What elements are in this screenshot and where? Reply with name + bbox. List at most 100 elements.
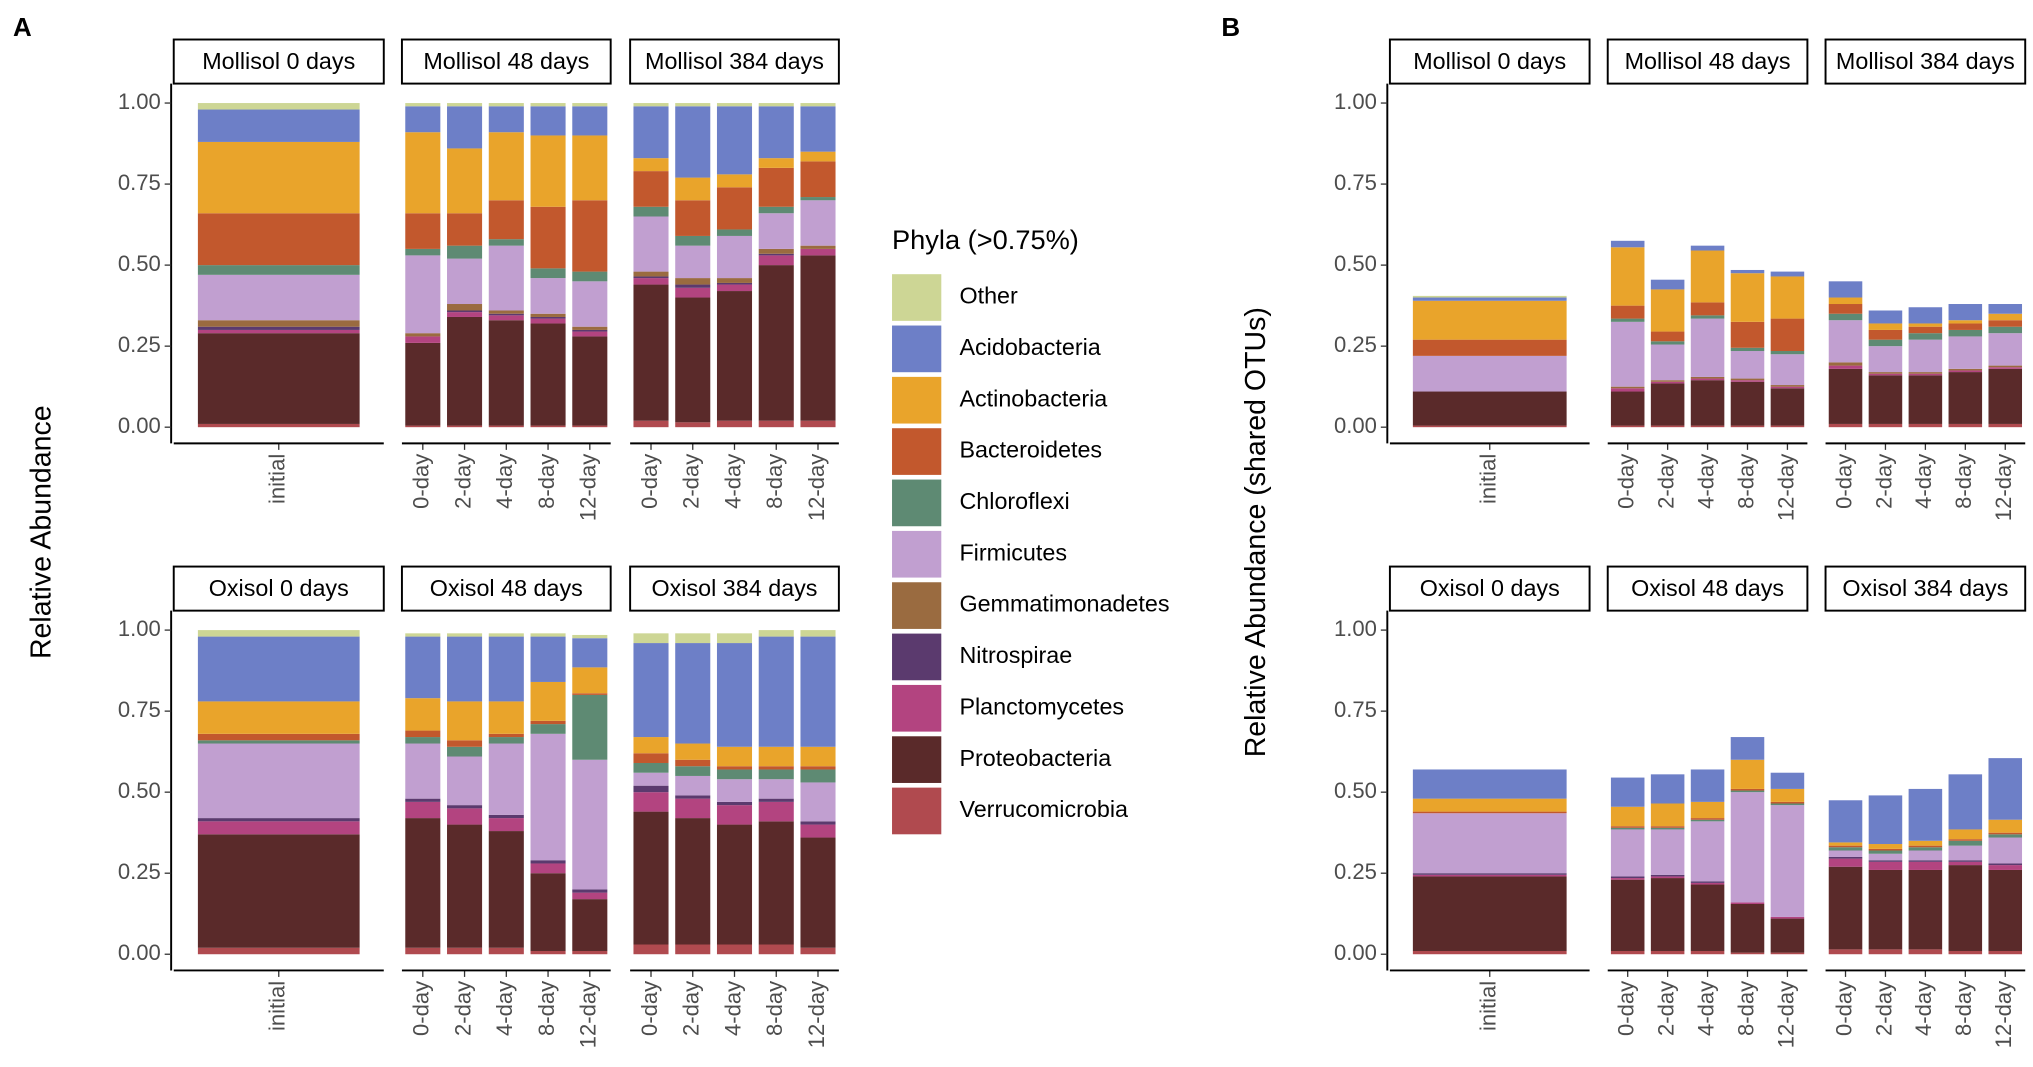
bar-segment (1908, 375, 1943, 424)
bar-segment (1908, 869, 1943, 950)
bar-segment (405, 336, 441, 343)
facet-strip (1824, 38, 2027, 85)
bar-segment (675, 245, 711, 279)
bar-segment (800, 151, 836, 162)
bar-segment (1908, 845, 1943, 848)
facet-title: Oxisol 384 days (1842, 575, 2008, 601)
bar-segment (572, 336, 608, 426)
bar-segment (1868, 375, 1903, 424)
bar-segment (1610, 826, 1645, 828)
bar-segment (1908, 326, 1943, 334)
bar-segment (1770, 772, 1805, 789)
bar-segment (1868, 795, 1903, 845)
bar-segment (633, 633, 669, 644)
bar-segment (716, 282, 753, 285)
bar-segment (1412, 339, 1567, 356)
x-tick-label: 12-day (1991, 981, 2016, 1048)
bar-segment (405, 801, 441, 819)
bar-segment (1730, 788, 1765, 791)
bar-segment (675, 106, 711, 178)
bar-segment (1412, 873, 1567, 875)
bar-segment (758, 265, 794, 421)
bar-segment (405, 947, 441, 955)
bar-segment (1770, 318, 1805, 352)
bar-segment (1868, 844, 1903, 849)
bar-segment (530, 135, 566, 207)
bar-segment (1610, 240, 1645, 248)
facet-title: Oxisol 48 days (1631, 575, 1784, 601)
bar-segment (675, 795, 711, 799)
bar-segment (1828, 842, 1863, 846)
legend-key (892, 787, 942, 835)
x-tick-label: 4-day (1693, 981, 1718, 1036)
bar-segment (1988, 313, 2023, 321)
legend-key (892, 376, 942, 424)
facet-strip (629, 38, 840, 85)
bar-segment (1730, 737, 1765, 760)
x-tick-label: 12-day (804, 454, 829, 521)
bar-segment (1948, 372, 1983, 424)
bar-segment (1730, 903, 1765, 953)
x-tick-label: 8-day (762, 454, 787, 509)
bar-segment (1650, 874, 1685, 877)
bar-segment (800, 824, 836, 838)
bar-segment (1908, 372, 1943, 374)
bar-segment (1650, 331, 1685, 342)
x-tick-label: 4-day (720, 981, 745, 1036)
bar-segment (488, 313, 524, 316)
bar-segment (1730, 902, 1765, 904)
bar-segment (1868, 949, 1903, 955)
bar-segment (758, 420, 794, 428)
bar-segment (1868, 373, 1903, 376)
y-tick-label: 1.00 (118, 616, 161, 641)
bar-segment (633, 420, 669, 428)
bar-segment (1650, 289, 1685, 332)
bar-segment (197, 103, 360, 110)
bar-segment (1908, 333, 1943, 340)
bar-segment (447, 245, 483, 259)
bar-segment (488, 743, 524, 815)
x-tick-label: 4-day (1693, 454, 1718, 509)
facet-strip (1388, 565, 1591, 612)
bar-segment (405, 798, 441, 802)
x-tick-label: 0-day (1614, 981, 1639, 1036)
bar-segment (572, 329, 608, 332)
bar-segment (197, 701, 360, 734)
bar-segment (405, 333, 441, 337)
bar-segment (1828, 866, 1863, 950)
bar-segment (572, 899, 608, 951)
bar-segment (405, 248, 441, 256)
bar-segment (1948, 845, 1983, 861)
bar-segment (716, 643, 753, 747)
y-tick-label: 0.50 (118, 778, 161, 803)
bar-segment (447, 633, 483, 637)
bar-segment (488, 701, 524, 734)
bar-segment (675, 818, 711, 945)
bar-segment (488, 425, 524, 428)
x-tick-label: 2-day (1653, 454, 1678, 509)
bar-segment (1730, 790, 1765, 793)
bar-segment (1730, 347, 1765, 352)
bar-segment (572, 759, 608, 890)
bar-segment (405, 818, 441, 948)
bar-segment (1948, 865, 1983, 951)
bar-segment (758, 944, 794, 955)
bar-segment (1868, 323, 1903, 330)
bar-segment (572, 281, 608, 327)
bar-segment (633, 216, 669, 272)
bar-segment (405, 633, 441, 637)
bar-segment (197, 834, 360, 948)
y-tick-label: 0.75 (118, 697, 161, 722)
bar-segment (1828, 800, 1863, 843)
y-axis-label: Relative Abundance (25, 405, 57, 659)
bar-segment (447, 148, 483, 214)
bar-segment (1770, 801, 1805, 804)
bar-segment (1868, 310, 1903, 324)
legend-key (892, 633, 942, 681)
bar-segment (405, 698, 441, 731)
bar-segment (1650, 279, 1685, 290)
bar-segment (1828, 313, 1863, 321)
bar-segment (1988, 368, 2023, 424)
bar-segment (1948, 323, 1983, 330)
bar-segment (633, 811, 669, 945)
